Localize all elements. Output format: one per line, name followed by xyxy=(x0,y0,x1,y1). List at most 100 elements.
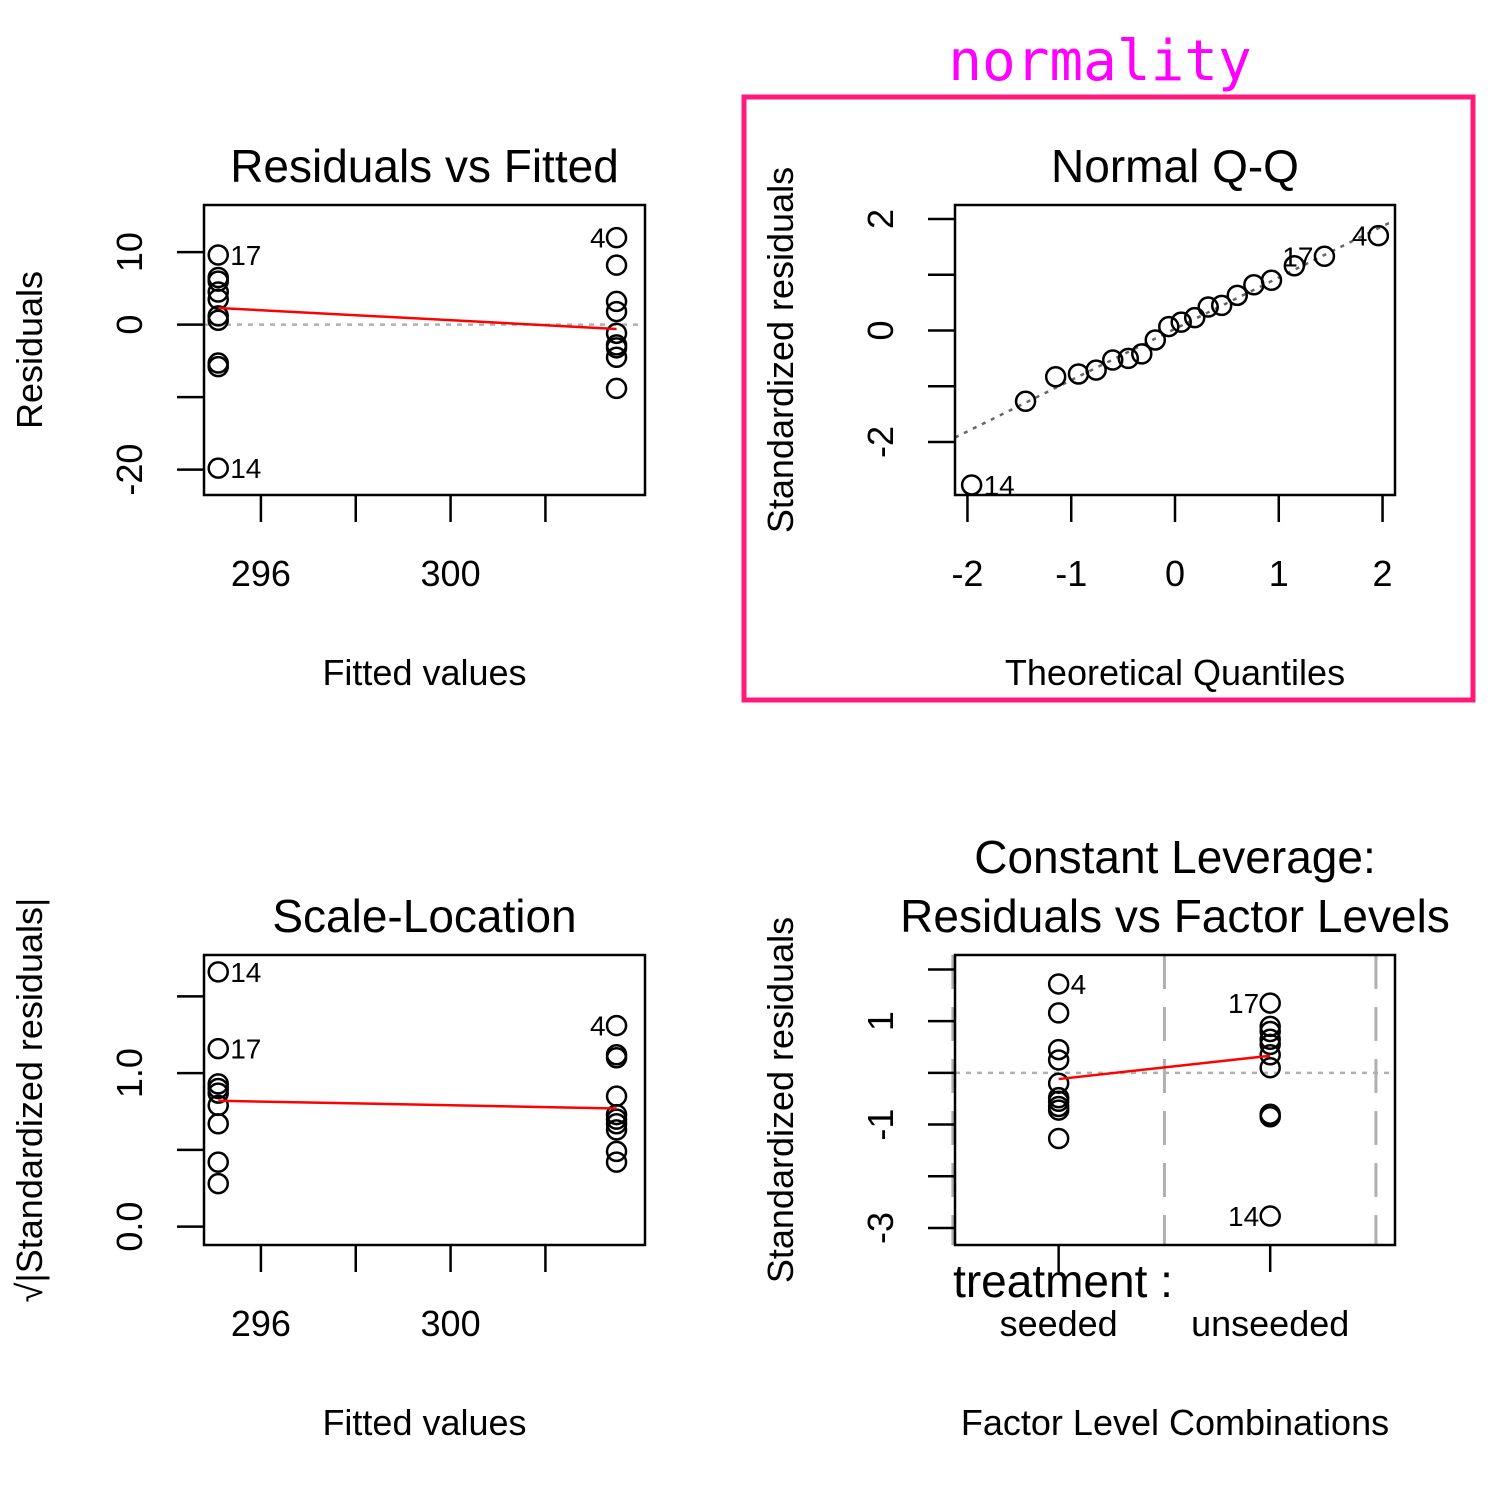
data-point xyxy=(1144,329,1167,351)
data-point xyxy=(207,309,229,332)
plot-title: Residuals vs Fitted xyxy=(230,140,619,192)
point-label: 4 xyxy=(1071,969,1087,1000)
data-point xyxy=(1067,363,1090,385)
y-tick-label: -20 xyxy=(109,444,150,496)
x-tick-label: 0 xyxy=(1165,553,1185,594)
data-point xyxy=(207,1172,229,1195)
point-label: 17 xyxy=(230,1034,261,1065)
y-tick-label: -2 xyxy=(860,426,901,458)
data-point xyxy=(1047,1090,1070,1113)
data-point xyxy=(1259,1044,1281,1066)
data-point xyxy=(605,1113,628,1135)
plot-title: Normal Q-Q xyxy=(1051,140,1299,192)
data-point xyxy=(1131,343,1153,365)
y-tick-label: 2 xyxy=(860,209,901,229)
x-tick-label: 2 xyxy=(1373,553,1393,594)
data-point xyxy=(1259,1205,1281,1227)
x-tick-label: 296 xyxy=(231,553,291,594)
data-point xyxy=(207,961,229,983)
data-point xyxy=(605,1151,628,1173)
x-tick-label: 296 xyxy=(231,1303,291,1344)
data-point xyxy=(605,1014,628,1037)
point-label: 17 xyxy=(1282,241,1313,272)
x-axis-label: Fitted values xyxy=(322,652,526,693)
data-point xyxy=(1259,992,1281,1014)
data-point xyxy=(1047,1002,1070,1024)
data-point xyxy=(1243,274,1265,296)
data-point xyxy=(1183,306,1206,329)
data-point xyxy=(1047,1099,1070,1121)
data-point xyxy=(1044,366,1067,388)
x-axis-label: Factor Level Combinations xyxy=(961,1402,1389,1443)
annotation-box xyxy=(741,94,1476,703)
data-point xyxy=(207,1037,229,1060)
data-point xyxy=(207,1151,229,1173)
point-label: 17 xyxy=(1228,988,1259,1019)
data-point xyxy=(605,322,628,345)
y-tick-label: 0 xyxy=(109,315,150,335)
point-label: 14 xyxy=(1228,1201,1259,1232)
data-point xyxy=(605,346,628,368)
panel-normal-qq: Normal Q-Q Theoretical Quantiles Standardi… xyxy=(760,140,1397,693)
y-tick-label: 1 xyxy=(860,1011,901,1031)
data-point xyxy=(605,337,628,359)
data-point xyxy=(1047,973,1070,995)
data-point xyxy=(1047,1038,1070,1061)
smoother-line xyxy=(1058,1054,1271,1081)
y-tick-label: -3 xyxy=(860,1212,901,1244)
data-point xyxy=(1117,347,1140,370)
data-point xyxy=(1170,311,1192,333)
x-tick-label: 1 xyxy=(1269,553,1289,594)
data-point xyxy=(1259,1056,1281,1079)
data-point xyxy=(207,457,229,479)
y-tick-label: 10 xyxy=(109,232,150,272)
data-point xyxy=(1085,359,1107,381)
data-point xyxy=(1259,1020,1281,1043)
data-point xyxy=(1260,269,1283,292)
x-tick-label: 300 xyxy=(421,553,481,594)
x-tick-label: -2 xyxy=(951,553,983,594)
x-tick-label: 300 xyxy=(421,1303,481,1344)
x-tick-label: unseeded xyxy=(1191,1303,1349,1344)
panel-residuals-vs-fitted: Residuals vs Fitted Fitted values Residual… xyxy=(9,140,647,693)
point-label: 4 xyxy=(590,223,606,254)
y-tick-label: 0.0 xyxy=(109,1202,150,1252)
y-tick-label: 1.0 xyxy=(109,1048,150,1098)
data-point xyxy=(1047,1049,1070,1071)
data-point xyxy=(605,377,628,400)
data-point xyxy=(1158,315,1180,338)
data-point xyxy=(605,1047,628,1069)
panel-residuals-vs-factor-levels: Constant Leverage: Residuals vs Factor Le… xyxy=(760,831,1450,1443)
point-label: 14 xyxy=(984,470,1015,501)
y-axis-label: Residuals xyxy=(9,271,50,429)
data-point xyxy=(1259,1033,1281,1056)
data-point xyxy=(1259,1106,1281,1128)
data-point xyxy=(605,254,628,276)
x-tick-label: -1 xyxy=(1055,553,1087,594)
point-label: 4 xyxy=(590,1011,606,1042)
data-point xyxy=(1047,1127,1070,1150)
point-label: 14 xyxy=(230,453,261,484)
y-axis-label: Standardized residuals xyxy=(760,917,801,1283)
data-point xyxy=(1259,1028,1281,1051)
data-point xyxy=(1283,255,1306,277)
point-label: 4 xyxy=(1352,221,1368,252)
y-tick-label: 0 xyxy=(860,320,901,340)
data-point xyxy=(207,1113,229,1135)
data-point xyxy=(605,1085,628,1107)
plot-frame xyxy=(202,953,647,1247)
data-point xyxy=(1210,294,1233,317)
plot-frame xyxy=(202,203,647,497)
x-axis-label: Theoretical Quantiles xyxy=(1005,652,1345,693)
point-label: 17 xyxy=(230,240,261,271)
data-point xyxy=(605,1119,628,1141)
data-point xyxy=(1197,296,1219,318)
data-point xyxy=(207,1082,229,1104)
y-tick-label: -1 xyxy=(860,1109,901,1141)
plot-title: Scale-Location xyxy=(272,890,576,942)
x-tick-label: seeded xyxy=(1000,1303,1118,1344)
plot-frame xyxy=(953,953,1397,1247)
data-point xyxy=(605,290,628,313)
y-axis-label: √|Standardized residuals| xyxy=(9,898,50,1303)
